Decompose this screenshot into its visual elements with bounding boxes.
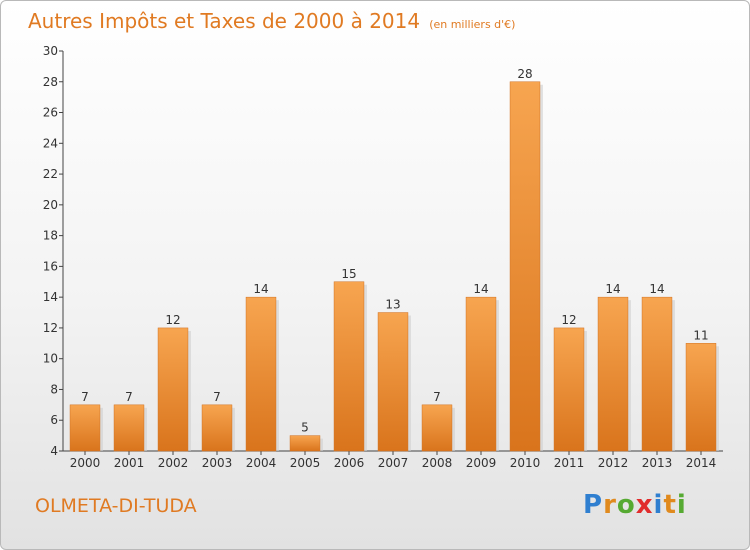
data-label: 12 [165,313,180,327]
chart-title-main: Autres Impôts et Taxes de 2000 à 2014 [28,9,421,33]
logo-letter: t [663,490,677,520]
bar [377,312,409,452]
y-tick-label: 24 [43,136,58,150]
logo-letter: i [653,490,664,520]
y-tick-label: 12 [43,321,58,335]
y-tick-label: 26 [43,106,58,120]
x-tick-label: 2005 [290,456,321,470]
logo-letter: P [583,490,604,520]
data-label: 7 [81,390,89,404]
logo-letter: r [603,490,617,520]
data-label: 7 [125,390,133,404]
data-label: 14 [473,282,488,296]
data-label: 5 [301,421,309,435]
proxiti-logo: Proxiti [583,490,687,520]
logo-letter: o [616,490,636,520]
bar [245,296,277,452]
bar [553,327,585,452]
x-tick-label: 2010 [510,456,541,470]
chart-subtitle: (en milliers d'€) [429,18,516,31]
bar [157,327,189,452]
y-axis: 4 6 8 10 12 14 16 18 20 22 24 26 28 30 [43,44,64,458]
x-tick-label: 2002 [158,456,189,470]
x-tick-label: 2006 [334,456,365,470]
y-tick-label: 14 [43,290,58,304]
logo-letter: x [635,490,654,520]
bar [289,435,321,452]
data-label: 13 [385,298,400,312]
bars: 7 7 12 7 14 5 15 13 7 14 28 12 14 14 11 [69,67,719,452]
x-tick-label: 2001 [114,456,145,470]
logo-letter: i [676,490,687,520]
x-tick-label: 2011 [554,456,585,470]
data-label: 14 [253,282,268,296]
bar [69,404,101,452]
bar [465,296,497,452]
y-tick-label: 8 [50,382,58,396]
x-tick-label: 2007 [378,456,409,470]
data-label: 14 [605,282,620,296]
x-tick-label: 2009 [466,456,497,470]
y-tick-label: 28 [43,75,58,89]
data-label: 28 [517,67,532,81]
bar [333,281,365,452]
x-tick-label: 2003 [202,456,233,470]
y-tick-label: 4 [50,444,58,458]
bar [509,81,541,452]
y-tick-label: 10 [43,352,58,366]
commune-name: OLMETA-DI-TUDA [35,495,197,517]
data-label: 7 [433,390,441,404]
x-tick-label: 2008 [422,456,453,470]
x-axis: 2000 2001 2002 2003 2004 2005 2006 2007 2008 2009… [63,450,723,470]
data-label: 12 [561,313,576,327]
bar [113,404,145,452]
x-tick-label: 2004 [246,456,277,470]
y-tick-label: 6 [50,413,58,427]
x-tick-label: 2012 [598,456,629,470]
data-label: 11 [693,328,708,342]
y-tick-label: 18 [43,229,58,243]
bar [641,296,673,452]
x-tick-label: 2014 [686,456,717,470]
y-tick-label: 20 [43,198,58,212]
chart-title: Autres Impôts et Taxes de 2000 à 2014 (e… [28,9,515,33]
x-tick-label: 2013 [642,456,673,470]
y-tick-label: 30 [43,44,58,58]
x-tick-label: 2000 [70,456,101,470]
bar [421,404,453,452]
data-label: 7 [213,390,221,404]
bar [685,343,717,452]
y-tick-label: 16 [43,259,58,273]
bar [201,404,233,452]
data-label: 15 [341,267,356,281]
data-label: 14 [649,282,664,296]
bar [597,296,629,452]
y-tick-label: 22 [43,167,58,181]
